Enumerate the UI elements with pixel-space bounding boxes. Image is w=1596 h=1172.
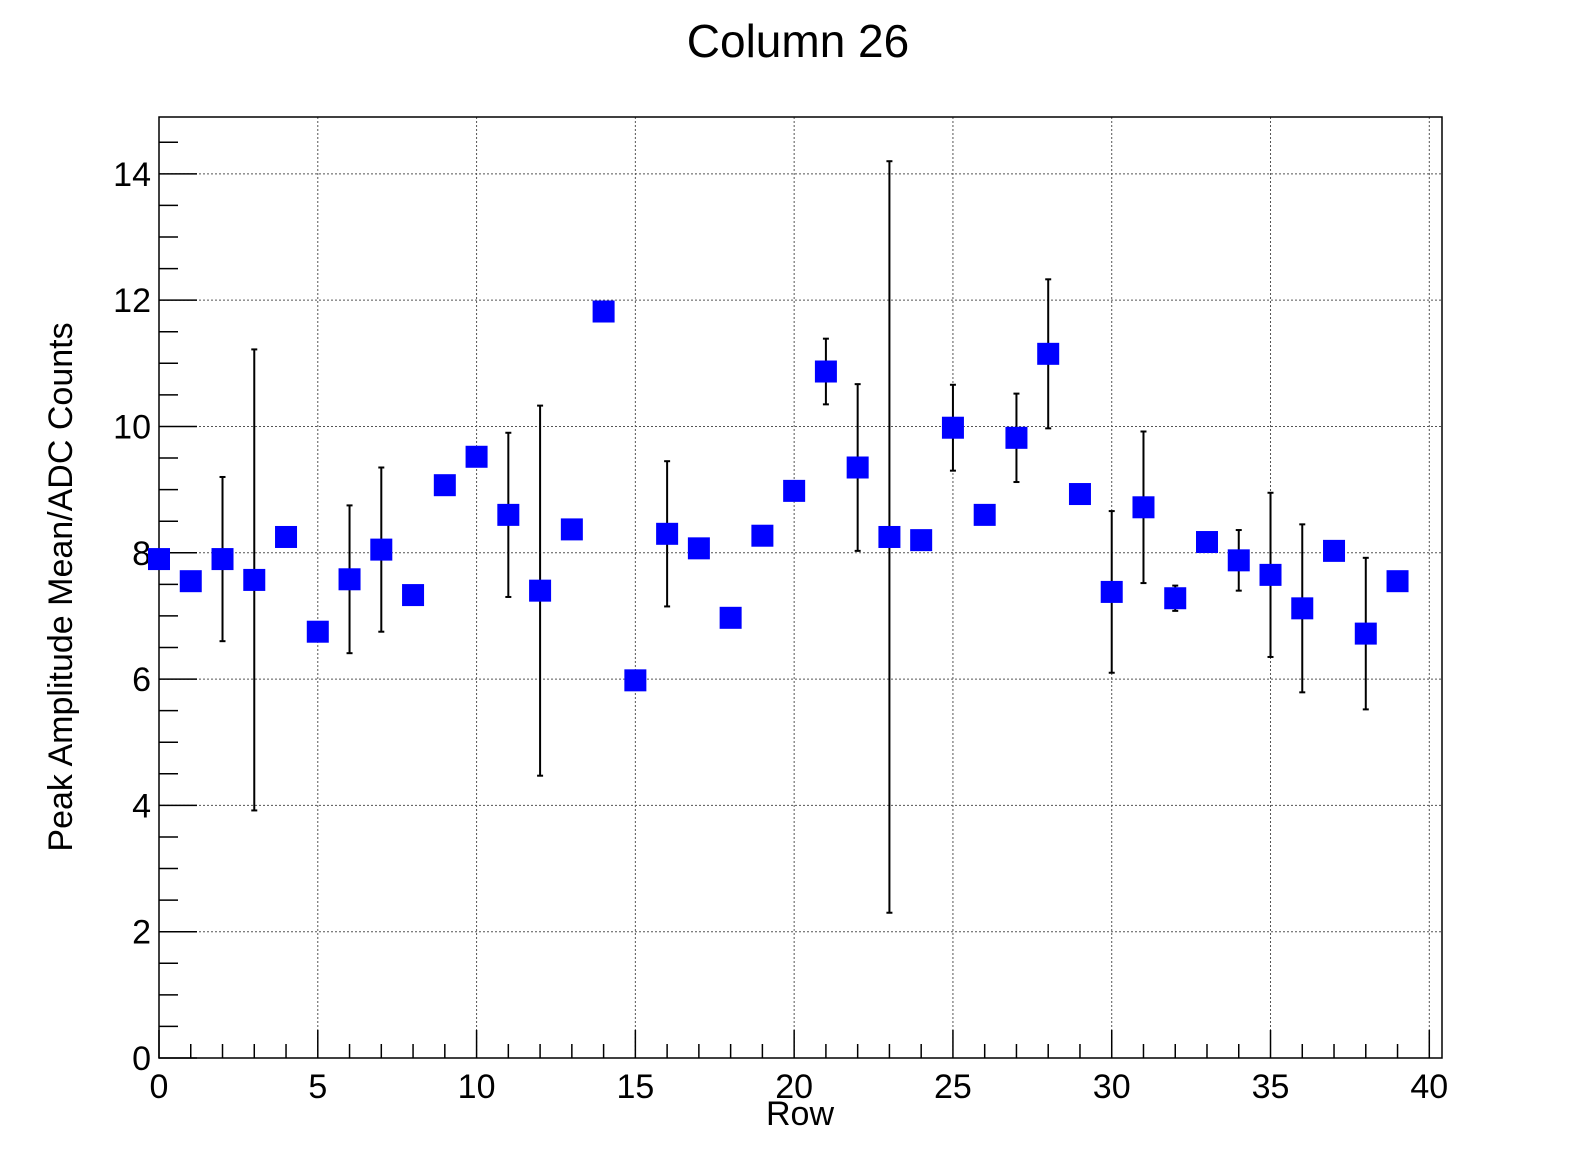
data-point: [1323, 539, 1346, 562]
x-tick-label: 5: [308, 1068, 327, 1106]
data-point: [941, 416, 964, 439]
data-point: [1068, 483, 1091, 506]
data-point: [1386, 570, 1409, 593]
data-point: [751, 524, 774, 547]
x-tick-label: 35: [1252, 1068, 1290, 1106]
data-point: [719, 606, 742, 629]
x-tick-label: 25: [934, 1068, 972, 1106]
data-point: [529, 579, 552, 602]
y-tick-label: 12: [113, 282, 151, 320]
x-tick-label: 15: [616, 1068, 654, 1106]
data-points: [148, 300, 1409, 692]
y-tick-label: 4: [132, 787, 151, 825]
data-point: [1227, 549, 1250, 572]
data-point: [275, 525, 298, 548]
x-tick-label: 20: [775, 1068, 813, 1106]
data-point: [1164, 587, 1187, 610]
data-point: [1354, 622, 1377, 645]
data-point: [592, 300, 615, 323]
data-point: [1291, 597, 1314, 620]
data-point: [497, 503, 520, 526]
y-tick-label: 8: [132, 535, 151, 573]
data-point: [148, 548, 170, 571]
data-point: [402, 584, 425, 607]
data-point: [687, 537, 710, 560]
data-point: [624, 669, 647, 692]
x-tick-label: 0: [150, 1068, 169, 1106]
y-tick-label: 6: [132, 661, 151, 699]
data-point: [433, 474, 456, 497]
data-point: [878, 525, 901, 548]
y-tick-label: 0: [132, 1040, 151, 1078]
y-tick-label: 2: [132, 914, 151, 952]
data-point: [846, 456, 869, 479]
data-point: [243, 568, 266, 591]
data-point: [1132, 496, 1155, 519]
x-tick-label: 40: [1410, 1068, 1448, 1106]
plot-frame: [158, 116, 1443, 1059]
data-point: [1005, 426, 1028, 449]
data-point: [560, 518, 583, 541]
y-tick-labels: 0 2 4 6 8 10 12 14: [113, 156, 151, 1078]
data-point: [656, 522, 679, 545]
data-point: [338, 568, 361, 591]
data-point: [1195, 531, 1218, 554]
data-point: [973, 503, 996, 526]
data-point: [1259, 563, 1282, 586]
y-axis-label: Peak Amplitude Mean/ADC Counts: [42, 322, 80, 851]
y-tick-label: 14: [113, 156, 151, 194]
data-point: [211, 548, 234, 571]
x-axis-label: Row: [766, 1095, 834, 1133]
x-tick-label: 10: [458, 1068, 496, 1106]
data-point: [179, 570, 202, 593]
data-point: [1037, 342, 1060, 365]
data-point: [370, 538, 393, 561]
data-point: [306, 620, 329, 643]
chart-title: Column 26: [687, 15, 909, 67]
x-tick-labels: 0 5 10 15 20 25 30 35 40: [150, 1068, 1449, 1106]
y-tick-label: 10: [113, 408, 151, 446]
x-tick-label: 30: [1093, 1068, 1131, 1106]
data-point: [814, 360, 837, 383]
data-point: [465, 445, 488, 468]
data-point: [1100, 580, 1123, 603]
data-point: [910, 529, 933, 552]
data-point: [783, 479, 806, 502]
